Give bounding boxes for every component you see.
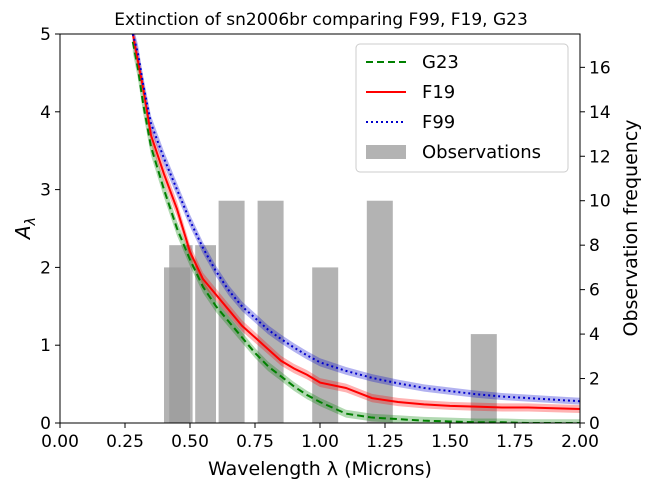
observation-bar-5 xyxy=(312,267,339,423)
legend-label-g23: G23 xyxy=(422,52,459,73)
x-tick-label-2: 0.50 xyxy=(171,432,209,452)
observation-bar-6 xyxy=(366,200,393,423)
legend-label-f99: F99 xyxy=(422,112,455,133)
x-tick-label-4: 1.00 xyxy=(301,432,339,452)
y-axis-label: Aλ xyxy=(11,217,39,241)
y-tick-label-4: 4 xyxy=(40,103,51,123)
x-tick-label-1: 0.25 xyxy=(106,432,144,452)
y2-tick-label-1: 2 xyxy=(589,370,600,390)
x-tick-label-8: 2.00 xyxy=(561,432,599,452)
y-axis-label-sub: λ xyxy=(23,217,39,226)
legend-box xyxy=(355,43,569,173)
series-lines xyxy=(131,34,580,423)
y-tick-label-1: 1 xyxy=(40,336,51,356)
y-tick-label-0: 0 xyxy=(40,414,51,434)
uncertainty-bands xyxy=(132,34,580,423)
y-axis-label-main: A xyxy=(11,225,35,241)
y2-tick-label-7: 14 xyxy=(589,103,611,123)
y2-tick-label-5: 10 xyxy=(589,192,611,212)
legend-label-f19: F19 xyxy=(422,82,455,103)
y2-tick-label-0: 0 xyxy=(589,414,600,434)
y-tick-label-3: 3 xyxy=(40,181,51,201)
line-g23 xyxy=(131,41,580,423)
x-tick-label-3: 0.75 xyxy=(236,432,274,452)
line-f19 xyxy=(131,34,580,410)
legend-swatch-observations xyxy=(366,145,406,159)
x-tick-label-0: 0.00 xyxy=(41,432,79,452)
observation-bar-7 xyxy=(470,334,497,423)
x-tick-label-5: 1.25 xyxy=(366,432,404,452)
y-tick-label-2: 2 xyxy=(40,258,51,278)
x-tick-label-6: 1.50 xyxy=(431,432,469,452)
y2-axis-label: Observation frequency xyxy=(620,119,642,336)
band-f99 xyxy=(132,34,580,405)
y2-tick-label-8: 16 xyxy=(589,58,611,78)
observation-bar-4 xyxy=(257,200,284,423)
y2-tick-label-4: 8 xyxy=(589,236,600,256)
y-axis: 0 1 2 3 4 5 xyxy=(40,25,60,434)
legend-label-observations: Observations xyxy=(422,142,541,163)
x-tick-label-7: 1.75 xyxy=(496,432,534,452)
x-axis-label: Wavelength λ (Microns) xyxy=(208,458,432,480)
y2-tick-label-2: 4 xyxy=(589,325,600,345)
y2-tick-label-3: 6 xyxy=(589,281,600,301)
svg-text:Aλ: Aλ xyxy=(11,217,39,241)
y2-tick-label-6: 12 xyxy=(589,147,611,167)
legend: G23 F19 F99 Observations xyxy=(355,43,569,173)
y2-axis: 0 2 4 6 8 10 12 14 16 xyxy=(580,58,611,434)
y-tick-label-5: 5 xyxy=(40,25,51,45)
observation-bar-1 xyxy=(169,245,193,423)
chart-title: Extinction of sn2006br comparing F99, F1… xyxy=(114,10,528,30)
x-axis: 0.00 0.25 0.50 0.75 1.00 1.25 1.50 1.75 2.00 xyxy=(41,423,599,452)
